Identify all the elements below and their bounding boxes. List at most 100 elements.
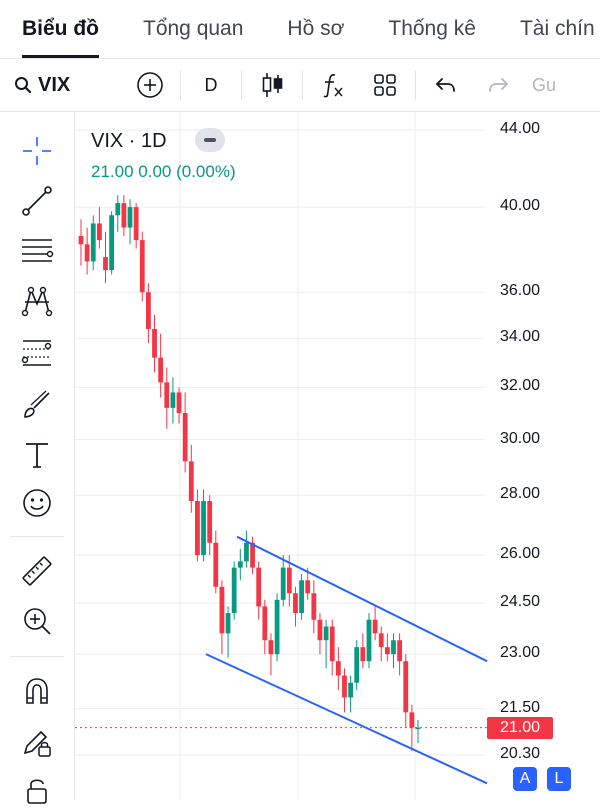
symbol-search-button[interactable]: VIX — [0, 63, 124, 107]
candle-body — [274, 599, 280, 655]
pattern-tool[interactable] — [18, 282, 56, 320]
log-scale-button[interactable]: L — [547, 767, 571, 791]
price-axis-label: 36.00 — [500, 282, 541, 300]
indicators-button[interactable] — [307, 63, 359, 107]
toolbar-divider — [302, 70, 303, 100]
price-axis-label: 30.00 — [500, 429, 541, 447]
candle-body — [237, 561, 243, 568]
candle-body — [391, 640, 396, 655]
candle-body — [225, 613, 231, 634]
search-icon — [15, 77, 32, 94]
price-axis-label: 34.00 — [500, 328, 541, 346]
candle-body — [250, 542, 255, 568]
magnet-tool[interactable] — [18, 672, 56, 710]
zoom-tool[interactable] — [18, 602, 56, 640]
tab-statistics[interactable]: Thống kê — [388, 17, 476, 40]
undo-icon — [436, 78, 455, 92]
redo-icon — [489, 78, 508, 92]
price-axis-label: 21.50 — [500, 698, 541, 716]
toolbar-divider — [241, 70, 242, 100]
guide-button[interactable]: Gu — [531, 74, 556, 95]
magnet-icon — [26, 678, 48, 704]
minus-icon — [204, 138, 216, 142]
lock-icon — [27, 779, 47, 804]
toolbar-divider — [10, 536, 64, 537]
smiley-icon — [23, 489, 51, 517]
forecast-tool[interactable] — [18, 334, 56, 372]
candle-body — [360, 647, 366, 662]
price-axis-label: 40.00 — [500, 197, 541, 215]
candle-body — [244, 542, 249, 562]
pattern-icon — [21, 286, 53, 317]
crosshair-tool[interactable] — [18, 132, 56, 170]
tab-financials[interactable]: Tài chín — [519, 17, 595, 40]
candle-body — [109, 215, 115, 271]
candle-body — [384, 647, 390, 655]
candle-body — [409, 712, 415, 728]
trend-line-tool[interactable] — [18, 182, 56, 220]
candle-body — [152, 328, 157, 358]
last-price-label: 21.00 — [487, 716, 553, 739]
collapse-legend-button[interactable] — [195, 128, 225, 152]
plus-circle-icon — [137, 72, 163, 98]
compare-symbol-button[interactable] — [124, 63, 176, 107]
interval-button[interactable]: D — [204, 74, 218, 95]
candle-body — [286, 567, 292, 594]
candle-body — [201, 501, 206, 556]
price-axis-label: 32.00 — [500, 377, 541, 395]
candle-body — [78, 235, 84, 245]
horizontal-lines-icon — [22, 239, 54, 262]
candle-body — [195, 501, 200, 556]
trend-line-icon — [22, 186, 52, 216]
trend-channel-line — [205, 653, 488, 785]
candle-body — [90, 223, 96, 262]
candle-body — [268, 640, 274, 655]
toolbar-divider — [10, 656, 64, 657]
price-chart[interactable]: VIX · 1D 21.00 0.00 (0.00%) 44.00 40.00 36… — [75, 112, 600, 800]
text-icon — [26, 443, 48, 468]
candle-body — [164, 382, 170, 408]
toolbar-divider — [415, 70, 416, 100]
chart-canvas[interactable] — [75, 112, 600, 800]
drawing-toolbar — [0, 112, 75, 804]
candle-body — [213, 542, 219, 587]
price-axis-label: 23.00 — [500, 644, 541, 662]
candle-body — [415, 727, 421, 730]
tab-chart[interactable]: Biểu đồ — [22, 0, 99, 58]
measure-tool[interactable] — [18, 552, 56, 590]
candle-body — [329, 626, 335, 662]
function-icon — [323, 74, 343, 98]
chart-type-button[interactable] — [246, 63, 298, 107]
candle-body — [188, 461, 194, 502]
tab-profile[interactable]: Hồ sơ — [287, 17, 345, 40]
candle-body — [146, 292, 151, 329]
tab-overview[interactable]: Tổng quan — [143, 17, 244, 40]
lock-tool[interactable] — [18, 772, 56, 810]
candle-body — [317, 619, 323, 641]
candle-body — [231, 567, 237, 614]
candle-body — [115, 203, 121, 216]
pencil-lock-icon — [23, 730, 51, 757]
candle-body — [311, 593, 317, 620]
redo-button[interactable] — [472, 63, 524, 107]
price-change-readout: 21.00 0.00 (0.00%) — [91, 162, 236, 181]
candle-body — [323, 626, 329, 641]
auto-scale-button[interactable]: A — [513, 767, 537, 791]
price-axis-label: 28.00 — [500, 485, 541, 503]
brush-tool[interactable] — [18, 386, 56, 424]
candle-body — [366, 619, 372, 662]
candle-body — [133, 207, 139, 241]
symbol-label: VIX — [38, 73, 71, 96]
candle-body — [397, 640, 403, 662]
candle-body — [335, 661, 341, 676]
text-tool[interactable] — [18, 436, 56, 474]
candle-body — [84, 244, 90, 262]
fib-tool[interactable] — [18, 232, 56, 270]
lock-drawing-tool[interactable] — [18, 724, 56, 762]
candle-body — [403, 661, 409, 713]
undo-button[interactable] — [420, 63, 472, 107]
chart-toolbar: VIX D Gu — [0, 59, 600, 112]
emoji-tool[interactable] — [18, 484, 56, 522]
layout-button[interactable] — [359, 63, 411, 107]
trend-channel-line — [236, 535, 488, 663]
